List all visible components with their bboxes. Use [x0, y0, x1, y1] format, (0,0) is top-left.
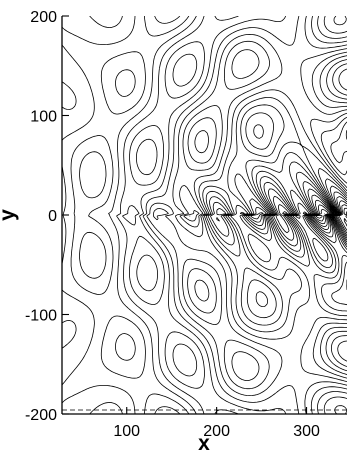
x-tick-label: 300 — [293, 423, 320, 440]
x-tick-label: 100 — [113, 423, 140, 440]
y-axis-ticks: 200 100 0 -100 -200 — [25, 9, 69, 424]
contour-lines — [62, 16, 347, 414]
y-tick-label: 100 — [30, 109, 57, 126]
y-tick-label: 0 — [48, 208, 57, 225]
x-tick-label: 200 — [203, 423, 230, 440]
y-tick-label: -100 — [25, 308, 57, 325]
x-axis-label: x — [198, 432, 210, 455]
contour-path — [62, 16, 347, 414]
y-tick-label: -200 — [25, 407, 57, 424]
y-tick-label: 200 — [30, 9, 57, 26]
y-axis-label: y — [0, 209, 19, 221]
x-axis-ticks: 100 200 300 — [113, 407, 320, 440]
